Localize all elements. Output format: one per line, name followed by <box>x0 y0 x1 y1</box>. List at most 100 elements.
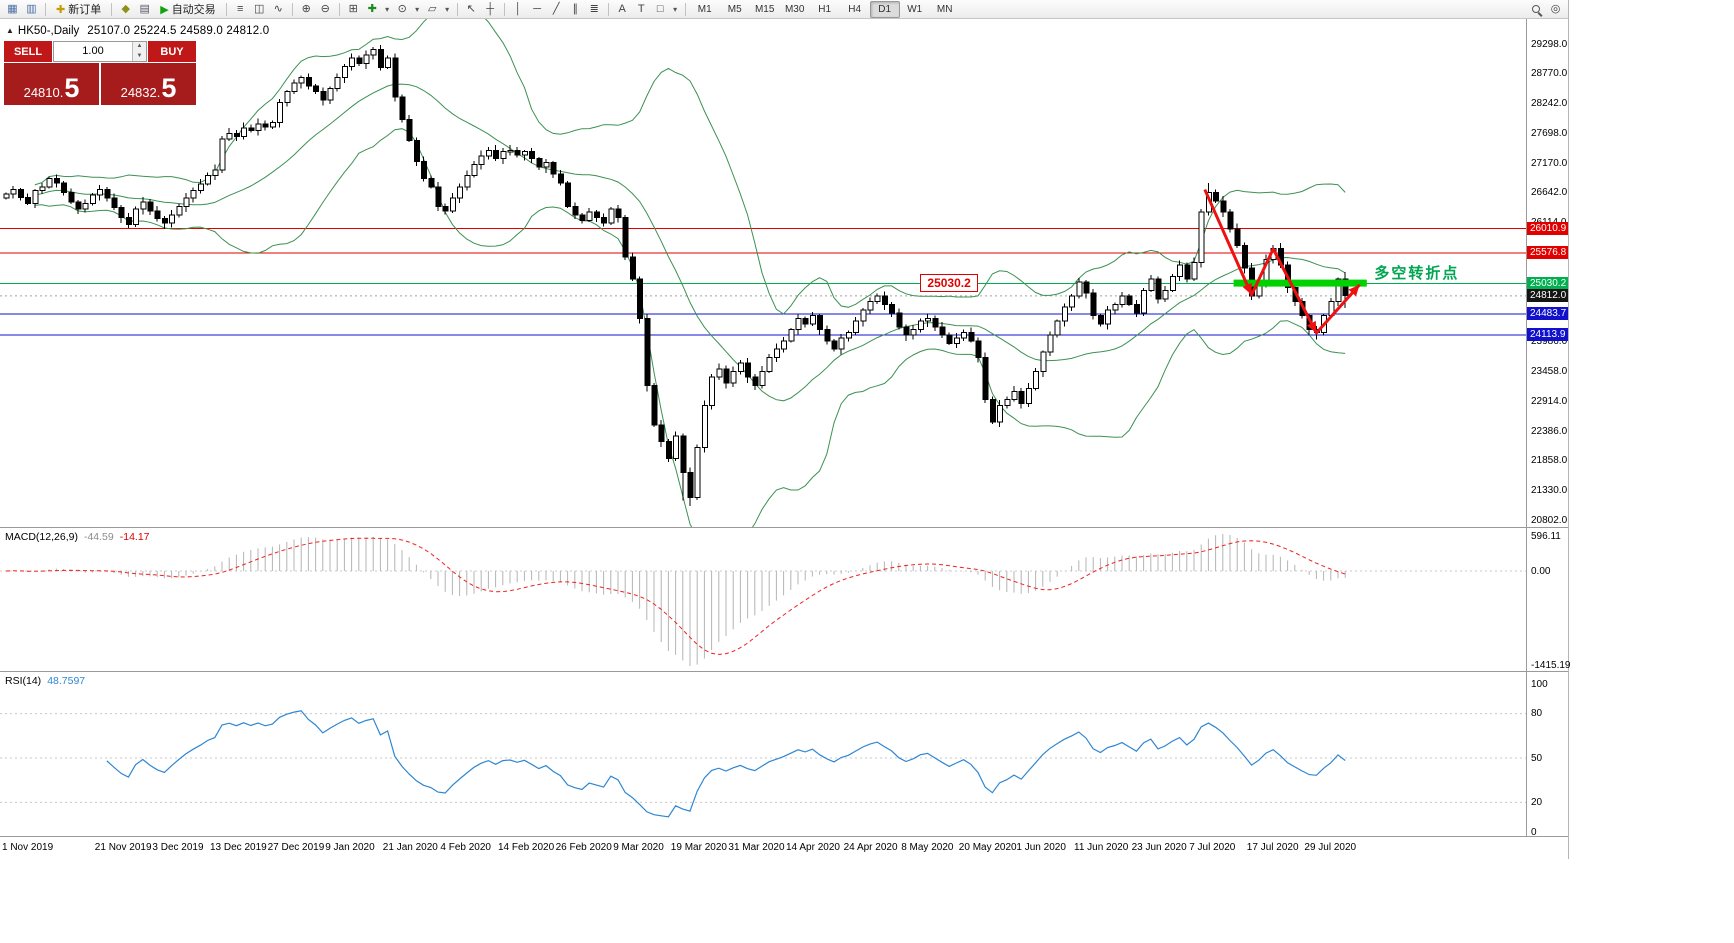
vertical-line-icon[interactable]: │ <box>514 2 522 15</box>
axis-tick-label: 80 <box>1531 708 1543 720</box>
toolbar-separator <box>684 2 686 16</box>
price-level-label: 25576.8 <box>1527 246 1568 259</box>
macd-histogram <box>12 534 1346 666</box>
date-tick-label: 14 Apr 2020 <box>786 842 840 853</box>
volume-value[interactable]: 1.00 <box>82 45 104 57</box>
axis-tick-label: 20802.0 <box>1531 514 1568 526</box>
axis-tick-label: 20 <box>1531 796 1543 808</box>
metaeditor-icon[interactable]: ◆ <box>121 2 130 15</box>
date-tick-label: 7 Jul 2020 <box>1189 842 1236 853</box>
toolbar-separator <box>607 2 609 16</box>
axis-tick-label: 29298.0 <box>1531 38 1568 50</box>
bollinger-middle-line <box>34 83 1346 402</box>
bollinger-upper-line <box>34 19 1346 315</box>
panel-separator[interactable] <box>0 527 1568 528</box>
ohlc-caption: 25107.0 25224.5 24589.0 24812.0 <box>87 25 270 37</box>
volume-field[interactable]: 1.00 ▲ ▼ <box>53 41 147 62</box>
horizontal-line-icon[interactable]: ─ <box>533 2 542 15</box>
panel-collapse-icon[interactable]: ▲ <box>6 26 14 35</box>
sell-price-box[interactable]: 24810. 5 <box>4 63 99 105</box>
text-icon[interactable]: A <box>618 2 626 15</box>
autotrading-button[interactable]: ▶ 自动交易 <box>155 2 220 17</box>
axis-tick-label: 28770.0 <box>1531 68 1568 80</box>
indicators-icon[interactable]: ✚ <box>367 2 377 15</box>
candlestick-chart-icon[interactable]: ◫ <box>253 2 265 15</box>
bar-chart-icon[interactable]: ≡ <box>236 2 244 15</box>
timeframe-button-m1[interactable]: M1 <box>697 3 712 15</box>
rsi-panel-canvas[interactable] <box>0 672 1526 835</box>
timeframe-button-h4[interactable]: H4 <box>848 3 862 15</box>
rsi-caption: RSI(14) 48.7597 <box>5 675 85 687</box>
date-tick-label: 8 May 2020 <box>901 842 954 853</box>
layers-icon[interactable]: ▤ <box>139 2 150 15</box>
panel-separator[interactable] <box>0 671 1568 672</box>
timeframe-button-d1[interactable]: D1 <box>869 0 900 18</box>
axis-tick-label: 26642.0 <box>1531 187 1568 199</box>
axis-tick-label: 27698.0 <box>1531 128 1568 140</box>
toolbar: ▦ ▥ ✚ 新订单 ◆ ▤ ▶ 自动交易 ≡ ◫ ∿ ⊕ ⊖ ⊞ ✚ ▾ ⊙ ▾ ▱ ▾ ↖ ┼ │ ─ ╱ ∥ ≣ A T □ ▾ M1 M5… <box>0 0 1568 19</box>
new-chart-icon[interactable]: ▦ <box>7 2 18 15</box>
date-tick-label: 23 Jun 2020 <box>1131 842 1187 853</box>
shapes-dropdown-icon[interactable]: ▾ <box>673 4 678 14</box>
date-tick-label: 21 Nov 2019 <box>94 842 152 853</box>
timeframe-button-m15[interactable]: M15 <box>754 3 775 15</box>
templates-icon[interactable]: ▱ <box>427 2 437 15</box>
date-tick-label: 27 Dec 2019 <box>267 842 325 853</box>
price-chart-canvas[interactable] <box>0 19 1526 527</box>
macd-caption: MACD(12,26,9) -44.59 -14.17 <box>5 531 150 543</box>
date-tick-label: 1 Nov 2019 <box>2 842 54 853</box>
date-tick-label: 3 Dec 2019 <box>152 842 204 853</box>
crosshair-icon[interactable]: ┼ <box>486 2 495 15</box>
axis-tick-label: 22914.0 <box>1531 396 1568 408</box>
timeframe-button-h1[interactable]: H1 <box>818 3 832 15</box>
turning-point-label[interactable]: 多空转折点 <box>1374 265 1460 283</box>
toolbar-separator <box>111 2 113 16</box>
buy-price-box[interactable]: 24832. 5 <box>101 63 196 105</box>
new-order-button[interactable]: ✚ 新订单 <box>51 2 106 17</box>
price-callout-box[interactable]: 25030.2 <box>920 274 978 293</box>
date-tick-label: 14 Feb 2020 <box>498 842 555 853</box>
toolbar-separator <box>45 2 46 16</box>
chart-caption: ▲ HK50-,Daily 25107.0 25224.5 24589.0 2481… <box>6 25 269 37</box>
arrow-label-icon[interactable]: T <box>637 2 645 15</box>
tile-windows-icon[interactable]: ⊞ <box>348 2 358 15</box>
autotrading-label: 自动交易 <box>171 4 216 16</box>
timeframe-button-mn[interactable]: MN <box>936 3 953 15</box>
mt4-window: ▦ ▥ ✚ 新订单 ◆ ▤ ▶ 自动交易 ≡ ◫ ∿ ⊕ ⊖ ⊞ ✚ ▾ ⊙ ▾ ▱ ▾ ↖ ┼ │ ─ ╱ ∥ ≣ A T □ ▾ M1 M5… <box>0 0 1569 859</box>
channel-icon[interactable]: ∥ <box>572 2 578 15</box>
zoom-in-icon[interactable]: ⊕ <box>301 2 311 15</box>
axis-tick-label: 22386.0 <box>1531 425 1568 437</box>
trendline-icon[interactable]: ╱ <box>552 2 560 15</box>
axis-tick-label: 0.00 <box>1531 565 1551 577</box>
periods-dropdown-icon[interactable]: ▾ <box>415 4 420 14</box>
price-level-label: 25030.2 <box>1527 276 1568 290</box>
volume-down-icon[interactable]: ▼ <box>133 51 146 61</box>
shapes-icon[interactable]: □ <box>656 2 664 15</box>
new-order-icon: ✚ <box>56 3 66 16</box>
timeframe-button-m30[interactable]: M30 <box>784 3 805 15</box>
macd-panel-canvas[interactable] <box>0 528 1526 671</box>
toolbar-separator <box>456 2 458 16</box>
timeframe-button-m5[interactable]: M5 <box>727 3 742 15</box>
search-icon[interactable] <box>1529 2 1544 17</box>
line-chart-icon[interactable]: ∿ <box>273 2 283 15</box>
toolbar-separator <box>291 2 293 16</box>
profiles-icon[interactable]: ▥ <box>26 2 37 15</box>
cursor-icon[interactable]: ↖ <box>466 2 476 15</box>
axis-tick-label: 100 <box>1531 678 1548 690</box>
macd-label: MACD(12,26,9) <box>5 531 78 543</box>
sell-button[interactable]: SELL <box>4 41 52 62</box>
periods-icon[interactable]: ⊙ <box>397 2 407 15</box>
zoom-out-icon[interactable]: ⊖ <box>320 2 330 15</box>
templates-dropdown-icon[interactable]: ▾ <box>445 4 450 14</box>
date-tick-label: 9 Mar 2020 <box>613 842 664 853</box>
price-axis[interactable]: 29298.0 28770.0 28242.0 27698.0 27170.0 26642… <box>1526 19 1570 838</box>
buy-button[interactable]: BUY <box>148 41 196 62</box>
timeframe-button-w1[interactable]: W1 <box>907 3 923 15</box>
alerts-icon[interactable]: ◎ <box>1550 2 1561 15</box>
new-order-label: 新订单 <box>68 4 102 16</box>
date-axis[interactable]: 1 Nov 2019 21 Nov 2019 3 Dec 2019 13 Dec 20… <box>0 836 1568 859</box>
volume-up-icon[interactable]: ▲ <box>133 42 146 52</box>
fibonacci-icon[interactable]: ≣ <box>589 2 599 15</box>
indicators-dropdown-icon[interactable]: ▾ <box>385 4 390 14</box>
